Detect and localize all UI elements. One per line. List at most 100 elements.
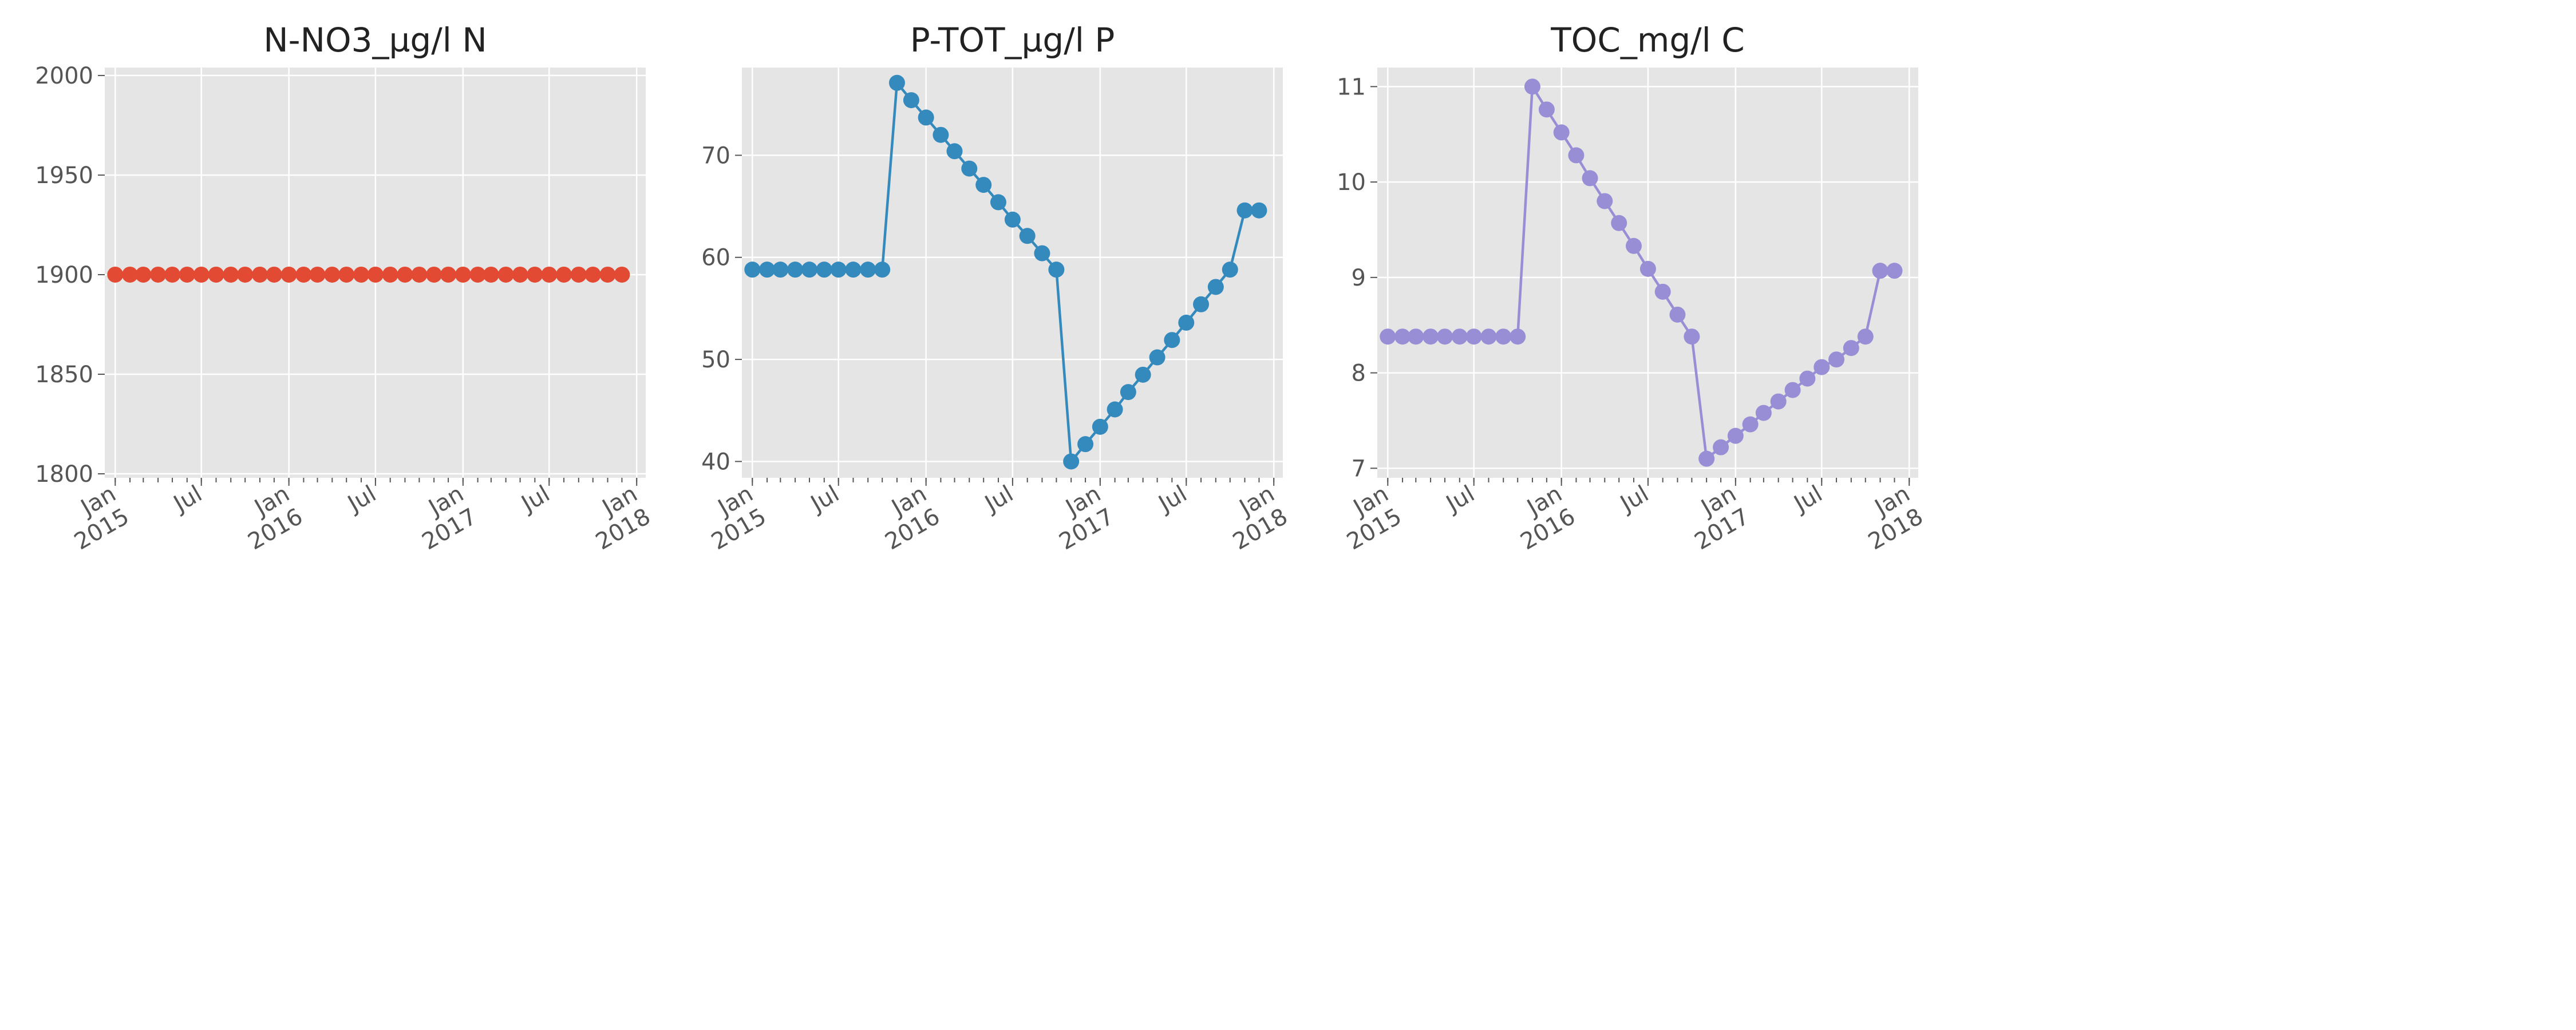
- chart-toc: 7 8 9 10 11 Jan2015 Jul Jan2016 Jul Jan2017 Jul Jan…: [1329, 21, 1927, 556]
- data-point-p-tot-12: [918, 109, 934, 126]
- data-point-p-tot-21: [1048, 262, 1065, 278]
- data-point-p-tot-22: [1063, 453, 1080, 470]
- y-tick-label-toc-2: 9: [1352, 265, 1366, 291]
- data-point-p-tot-20: [1034, 245, 1050, 262]
- y-tick-label-n-no3-2: 1900: [35, 262, 93, 288]
- y-tick-label-n-no3-0: 1800: [35, 461, 93, 488]
- chart-title-n-no3: N-NO3_µg/l N: [263, 21, 487, 60]
- data-point-p-tot-19: [1019, 228, 1036, 244]
- data-point-toc-8: [1495, 328, 1512, 345]
- data-point-p-tot-27: [1135, 366, 1151, 383]
- y-tick-label-toc-0: 7: [1352, 455, 1366, 482]
- data-point-toc-24: [1727, 427, 1744, 444]
- x-tick-label-n-no3-5: Jul: [516, 481, 554, 518]
- data-point-p-tot-35: [1251, 202, 1267, 219]
- x-tick-label-p-tot-0: Jan2015: [694, 481, 771, 556]
- x-tick-label-toc-2: Jan2016: [1503, 481, 1579, 556]
- data-point-toc-14: [1582, 170, 1598, 187]
- data-point-p-tot-25: [1107, 401, 1123, 418]
- x-tick-label-n-no3-4: Jan2017: [405, 481, 481, 556]
- data-point-n-no3-30: [541, 266, 558, 283]
- x-tick-label-p-tot-1: Jul: [805, 481, 843, 518]
- data-point-p-tot-11: [903, 92, 919, 109]
- y-tick-label-n-no3-4: 2000: [35, 63, 93, 89]
- data-point-toc-23: [1713, 439, 1729, 455]
- data-point-p-tot-13: [933, 126, 949, 143]
- data-point-p-tot-17: [990, 194, 1006, 211]
- data-point-p-tot-18: [1004, 211, 1021, 228]
- chart-n-no3: 1800 1850 1900 1950 2000 Jan2015 Jul Jan2016 Jul…: [35, 21, 655, 555]
- data-point-toc-2: [1408, 328, 1424, 345]
- data-point-n-no3-3: [150, 266, 167, 283]
- data-point-n-no3-22: [426, 266, 442, 283]
- chart-title-toc: TOC_mg/l C: [1550, 21, 1744, 60]
- x-tick-label-p-tot-6: Jan2018: [1215, 481, 1292, 556]
- data-point-toc-28: [1784, 382, 1801, 398]
- data-point-toc-3: [1423, 328, 1439, 345]
- data-point-n-no3-27: [497, 266, 514, 283]
- data-point-n-no3-6: [193, 266, 210, 283]
- data-point-n-no3-17: [353, 266, 369, 283]
- y-tick-label-n-no3-1: 1850: [35, 362, 93, 388]
- data-point-n-no3-25: [469, 266, 486, 283]
- data-point-p-tot-34: [1236, 202, 1253, 219]
- data-point-n-no3-2: [135, 266, 152, 283]
- data-point-p-tot-10: [888, 74, 905, 91]
- data-point-toc-21: [1684, 328, 1700, 345]
- data-point-p-tot-32: [1207, 279, 1224, 295]
- data-point-n-no3-34: [599, 266, 616, 283]
- data-point-toc-5: [1451, 328, 1468, 345]
- data-point-p-tot-6: [830, 262, 847, 278]
- data-point-toc-33: [1857, 328, 1874, 345]
- data-point-toc-25: [1742, 416, 1759, 433]
- data-point-toc-10: [1524, 78, 1540, 95]
- data-point-n-no3-21: [411, 266, 428, 283]
- data-point-p-tot-14: [946, 143, 963, 160]
- data-point-n-no3-35: [614, 266, 630, 283]
- chart-p-tot: 40 50 60 70 Jan2015 Jul Jan2016 Jul Jan2017 Jul Ja…: [694, 21, 1292, 556]
- x-tick-label-p-tot-3: Jul: [979, 481, 1018, 518]
- x-tick-label-n-no3-0: Jan2015: [57, 481, 133, 556]
- data-point-toc-13: [1568, 147, 1585, 164]
- data-point-p-tot-28: [1149, 349, 1165, 366]
- data-point-n-no3-4: [164, 266, 181, 283]
- data-point-p-tot-5: [816, 262, 832, 278]
- chart-title-p-tot: P-TOT_µg/l P: [910, 21, 1115, 60]
- data-point-n-no3-18: [367, 266, 384, 283]
- data-point-toc-35: [1886, 263, 1903, 279]
- data-point-n-no3-1: [122, 266, 139, 283]
- data-point-p-tot-4: [801, 262, 818, 278]
- x-tick-label-toc-4: Jan2017: [1677, 481, 1754, 556]
- data-point-n-no3-33: [584, 266, 601, 283]
- data-point-n-no3-15: [324, 266, 341, 283]
- y-tick-label-n-no3-3: 1950: [35, 163, 93, 189]
- data-point-toc-12: [1553, 124, 1570, 141]
- data-point-toc-31: [1828, 351, 1845, 368]
- y-tick-label-toc-4: 11: [1337, 74, 1366, 100]
- data-point-n-no3-14: [309, 266, 326, 283]
- data-point-p-tot-15: [961, 160, 978, 177]
- data-point-p-tot-29: [1164, 332, 1180, 348]
- y-tick-label-toc-3: 10: [1337, 169, 1366, 196]
- data-point-toc-32: [1843, 340, 1859, 356]
- y-tick-label-p-tot-3: 70: [701, 142, 730, 169]
- y-tick-label-p-tot-0: 40: [701, 449, 730, 475]
- data-point-p-tot-8: [860, 262, 876, 278]
- x-tick-label-p-tot-2: Jan2016: [867, 481, 944, 556]
- data-point-n-no3-26: [483, 266, 499, 283]
- x-tick-label-n-no3-1: Jul: [168, 481, 206, 518]
- x-tick-label-n-no3-2: Jan2016: [230, 481, 307, 556]
- data-point-toc-30: [1814, 359, 1830, 375]
- data-point-p-tot-33: [1222, 262, 1238, 278]
- x-tick-label-toc-5: Jul: [1788, 481, 1827, 518]
- data-point-toc-29: [1799, 370, 1816, 387]
- data-point-toc-18: [1639, 260, 1656, 277]
- data-point-toc-0: [1380, 328, 1396, 345]
- data-point-n-no3-29: [527, 266, 543, 283]
- y-tick-label-p-tot-1: 50: [701, 347, 730, 373]
- data-point-n-no3-0: [107, 266, 124, 283]
- x-tick-label-p-tot-5: Jul: [1153, 481, 1191, 518]
- data-point-p-tot-1: [759, 262, 776, 278]
- x-tick-label-toc-0: Jan2015: [1329, 481, 1406, 556]
